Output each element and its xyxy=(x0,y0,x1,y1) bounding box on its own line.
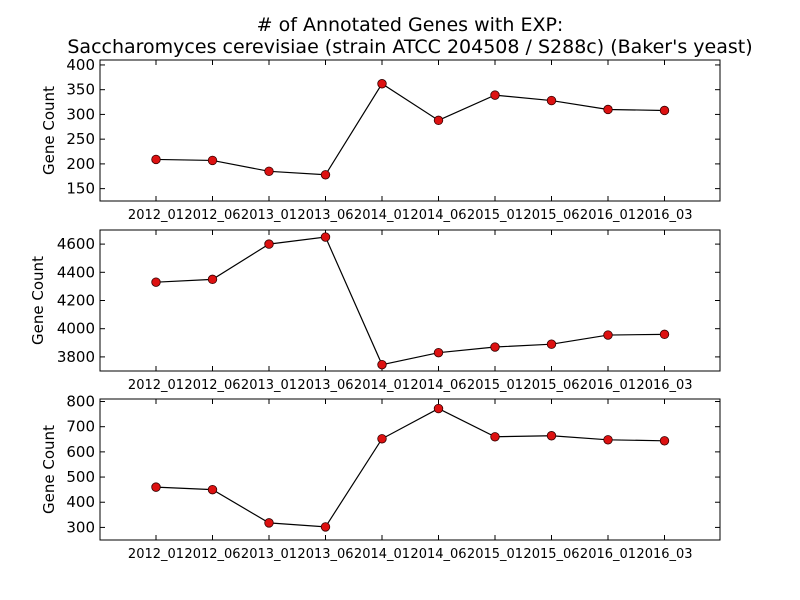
data-point xyxy=(207,484,218,495)
data-point xyxy=(546,95,557,106)
x-tick-label: 2014_01 xyxy=(354,208,410,223)
data-point xyxy=(264,239,274,249)
y-axis-label: Gene Count xyxy=(40,86,58,175)
x-tick-label: 2012_01 xyxy=(128,378,184,393)
data-point xyxy=(207,274,218,285)
y-tick-label: 300 xyxy=(66,518,95,536)
data-point xyxy=(151,277,161,287)
data-point xyxy=(433,347,444,358)
data-point xyxy=(659,105,670,116)
y-tick-label: 700 xyxy=(66,418,95,436)
data-point xyxy=(546,339,557,349)
axes-frame xyxy=(99,59,721,202)
series-line xyxy=(155,407,665,528)
x-tick-label: 2014_01 xyxy=(354,547,410,562)
chart-title-line1: # of Annotated Genes with EXP: xyxy=(257,14,564,36)
data-point xyxy=(377,79,387,89)
data-point xyxy=(320,232,331,242)
x-tick-label: 2013_01 xyxy=(241,378,297,393)
data-point xyxy=(264,166,274,177)
y-tick-label: 150 xyxy=(66,180,95,198)
x-tick-label: 2015_01 xyxy=(467,378,523,393)
y-tick-label: 300 xyxy=(66,105,95,123)
data-point xyxy=(151,154,161,165)
data-point xyxy=(490,90,500,100)
data-point xyxy=(264,518,274,528)
data-point xyxy=(320,170,331,180)
y-tick-label: 400 xyxy=(66,56,95,74)
data-point xyxy=(603,330,613,340)
x-tick-label: 2014_06 xyxy=(410,378,466,393)
x-tick-label: 2015_06 xyxy=(523,378,579,393)
x-tick-label: 2012_01 xyxy=(128,208,184,223)
series-line xyxy=(155,82,665,176)
data-point xyxy=(320,522,331,532)
y-tick-label: 250 xyxy=(66,130,95,148)
y-tick-label: 4000 xyxy=(57,320,95,338)
x-tick-label: 2013_06 xyxy=(297,378,353,393)
y-axis-label: Gene Count xyxy=(40,425,58,514)
data-point xyxy=(603,104,613,115)
x-tick-label: 2013_06 xyxy=(297,208,353,223)
x-tick-label: 2012_06 xyxy=(184,378,240,393)
x-tick-label: 2012_01 xyxy=(128,547,184,562)
x-tick-label: 2014_01 xyxy=(354,378,410,393)
data-point xyxy=(490,432,500,442)
y-tick-label: 4200 xyxy=(57,292,95,310)
x-tick-label: 2014_06 xyxy=(410,547,466,562)
x-tick-label: 2016_03 xyxy=(636,378,692,393)
x-tick-label: 2012_06 xyxy=(184,208,240,223)
x-tick-label: 2016_03 xyxy=(636,208,692,223)
data-point xyxy=(207,155,218,166)
x-tick-label: 2016_01 xyxy=(580,208,636,223)
data-point xyxy=(659,436,670,446)
x-tick-label: 2016_01 xyxy=(580,547,636,562)
axes-frame xyxy=(99,398,721,541)
data-point xyxy=(377,359,387,370)
y-tick-label: 3800 xyxy=(57,348,95,366)
x-tick-label: 2013_01 xyxy=(241,208,297,223)
y-tick-label: 500 xyxy=(66,468,95,486)
x-tick-label: 2015_06 xyxy=(523,547,579,562)
data-point xyxy=(377,434,387,444)
data-point xyxy=(433,403,444,414)
x-tick-label: 2015_06 xyxy=(523,208,579,223)
chart-title-line2: Saccharomyces cerevisiae (strain ATCC 20… xyxy=(67,36,752,58)
data-point xyxy=(546,431,557,441)
data-point xyxy=(151,482,161,492)
y-tick-label: 350 xyxy=(66,81,95,99)
x-tick-label: 2012_06 xyxy=(184,547,240,562)
y-tick-label: 4400 xyxy=(57,263,95,281)
x-tick-label: 2016_01 xyxy=(580,378,636,393)
x-tick-label: 2015_01 xyxy=(467,547,523,562)
y-tick-label: 600 xyxy=(66,443,95,461)
y-tick-label: 4600 xyxy=(57,235,95,253)
data-point xyxy=(603,435,613,445)
series-line xyxy=(155,236,665,366)
x-tick-label: 2013_06 xyxy=(297,547,353,562)
data-point xyxy=(490,342,500,352)
x-tick-label: 2013_01 xyxy=(241,547,297,562)
y-tick-label: 200 xyxy=(66,155,95,173)
x-tick-label: 2016_03 xyxy=(636,547,692,562)
y-tick-label: 800 xyxy=(66,393,95,411)
data-point xyxy=(659,329,670,340)
x-tick-label: 2014_06 xyxy=(410,208,466,223)
x-tick-label: 2015_01 xyxy=(467,208,523,223)
y-tick-label: 400 xyxy=(66,493,95,511)
data-point xyxy=(433,115,444,126)
y-axis-label: Gene Count xyxy=(29,256,47,345)
